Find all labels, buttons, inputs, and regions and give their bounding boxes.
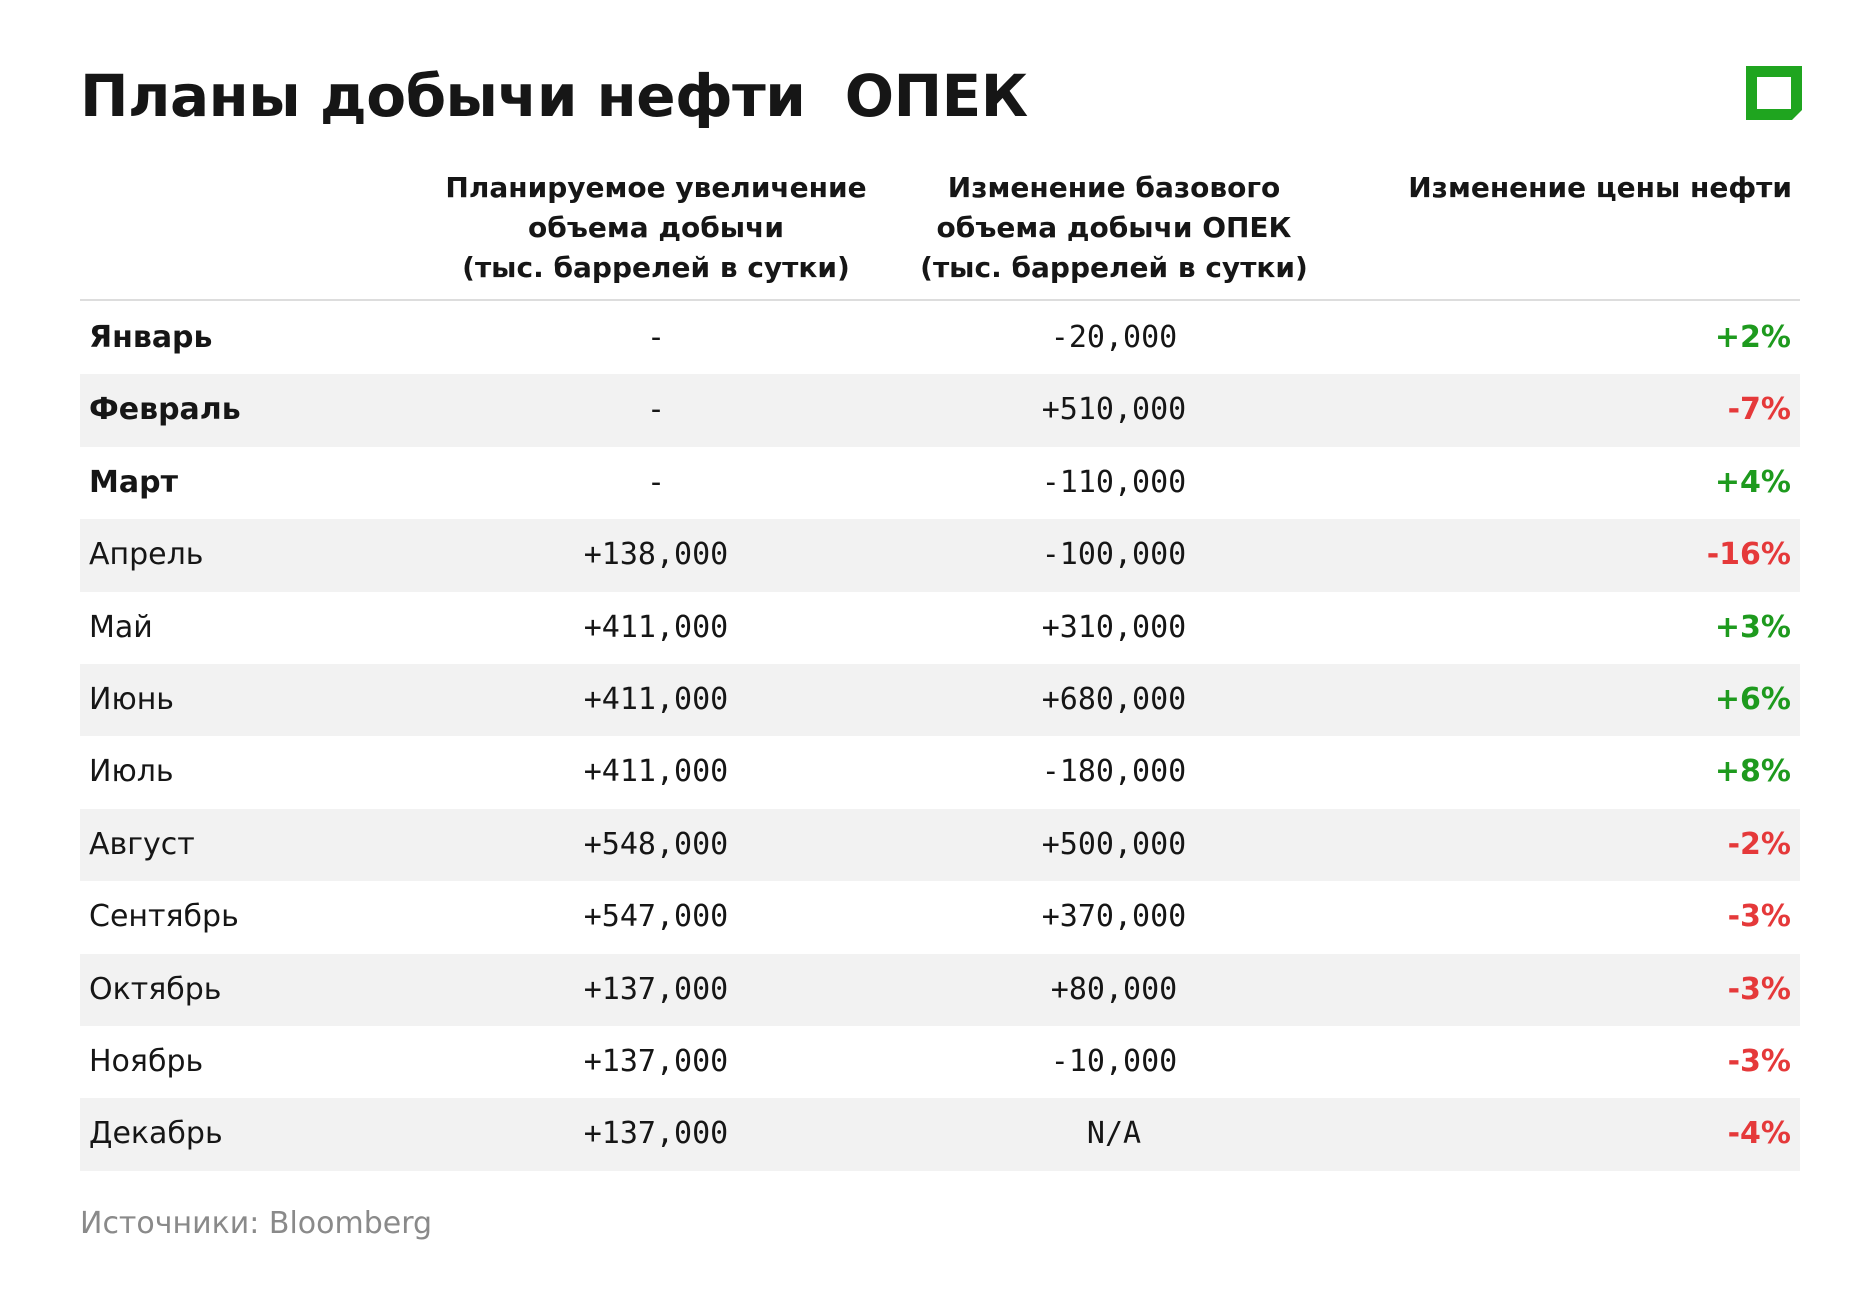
month: Март	[89, 464, 178, 500]
cell-value: +411,000	[583, 609, 729, 645]
cell-value: +547,000	[583, 899, 729, 935]
month: Сентябрь	[89, 899, 239, 935]
cell-value: +4%	[1714, 464, 1791, 500]
month: Июнь	[89, 681, 174, 717]
cell-value: +310,000	[1041, 609, 1187, 645]
cell-value: -3%	[1727, 1043, 1791, 1079]
month: Февраль	[89, 392, 241, 428]
cell-value: +3%	[1714, 609, 1791, 645]
month: Ноябрь	[89, 1043, 204, 1079]
table-body: Январь - -20,000 +2% Февраль - +510,000 -7% Март…	[80, 302, 1800, 1171]
cell-value: -20,000	[1050, 320, 1178, 355]
table-row: Май +411,000 +310,000 +3%	[80, 592, 1800, 664]
cell-value: -2%	[1727, 826, 1791, 862]
cell-value: +137,000	[583, 1116, 729, 1152]
header-line: Изменение цены нефти	[1408, 171, 1792, 204]
table-row: Июнь +411,000 +680,000 +6%	[80, 663, 1800, 737]
cell-value: -3%	[1727, 899, 1791, 935]
header-line: объема добычи ОПЕК	[936, 211, 1292, 244]
table-row: Июль +411,000 -180,000 +8%	[80, 736, 1800, 808]
month: Январь	[89, 320, 213, 355]
table-row: Март - -110,000 +4%	[80, 447, 1800, 519]
cell-value: +138,000	[583, 537, 729, 573]
cell-value: +500,000	[1041, 826, 1187, 862]
header-line: Изменение базового	[947, 171, 1281, 204]
table-row: Апрель +138,000 -100,000 -16%	[80, 519, 1800, 592]
title: Планы добычи нефти ОПЕК	[80, 62, 1028, 130]
cell-value: -100,000	[1041, 537, 1187, 573]
table-row: Январь - -20,000 +2%	[80, 302, 1800, 374]
cell-value: +137,000	[583, 971, 729, 1007]
column-header: Изменение цены нефти	[1408, 168, 1792, 208]
source: Источники: Bloomberg	[80, 1206, 433, 1241]
month: Май	[89, 609, 153, 645]
header-rule	[80, 299, 1800, 301]
table-row: Февраль - +510,000 -7%	[80, 374, 1800, 447]
cell-value: -	[646, 464, 666, 500]
header-line: (тыс. баррелей в сутки)	[462, 251, 850, 284]
cell-value: +411,000	[583, 681, 729, 717]
table-row: Октябрь +137,000 +80,000 -3%	[80, 953, 1800, 1026]
cell-value: +6%	[1714, 681, 1791, 717]
cell-value: N/A	[1086, 1116, 1142, 1152]
cell-value: -180,000	[1041, 754, 1187, 790]
cell-value: -10,000	[1050, 1043, 1178, 1079]
month: Октябрь	[89, 971, 222, 1007]
table-row: Ноябрь +137,000 -10,000 -3%	[80, 1026, 1800, 1098]
month: Июль	[89, 754, 174, 790]
header-line: (тыс. баррелей в сутки)	[920, 251, 1308, 284]
header-line: Планируемое увеличение	[445, 171, 867, 204]
cell-value: +137,000	[583, 1043, 729, 1079]
cell-value: +8%	[1714, 754, 1791, 790]
table-row: Сентябрь +547,000 +370,000 -3%	[80, 881, 1800, 953]
cell-value: -	[646, 392, 666, 428]
cell-value: +370,000	[1041, 899, 1187, 935]
cell-value: +548,000	[583, 826, 729, 862]
table-row: Декабрь +137,000 N/A -4%	[80, 1098, 1800, 1171]
cell-value: -4%	[1727, 1116, 1791, 1152]
month: Август	[89, 826, 195, 862]
table-row: Август +548,000 +500,000 -2%	[80, 808, 1800, 882]
cell-value: -3%	[1727, 971, 1791, 1007]
cell-value: -110,000	[1041, 464, 1187, 500]
cell-value: +2%	[1714, 320, 1791, 355]
cell-value: +80,000	[1050, 971, 1178, 1007]
cell-value: -16%	[1706, 537, 1791, 573]
column-header: Планируемое увеличение объема добычи (тыс.…	[445, 168, 866, 288]
cell-value: -7%	[1727, 392, 1791, 428]
header-line: объема добычи	[528, 211, 784, 244]
month: Апрель	[89, 537, 204, 573]
logo	[1746, 66, 1802, 120]
cell-value: +680,000	[1041, 681, 1187, 717]
month: Декабрь	[89, 1116, 223, 1152]
cell-value: +510,000	[1041, 392, 1187, 428]
cell-value: +411,000	[583, 754, 729, 790]
column-header: Изменение базового объема добычи ОПЕК (тыс…	[920, 168, 1308, 288]
cell-value: -	[646, 320, 666, 355]
